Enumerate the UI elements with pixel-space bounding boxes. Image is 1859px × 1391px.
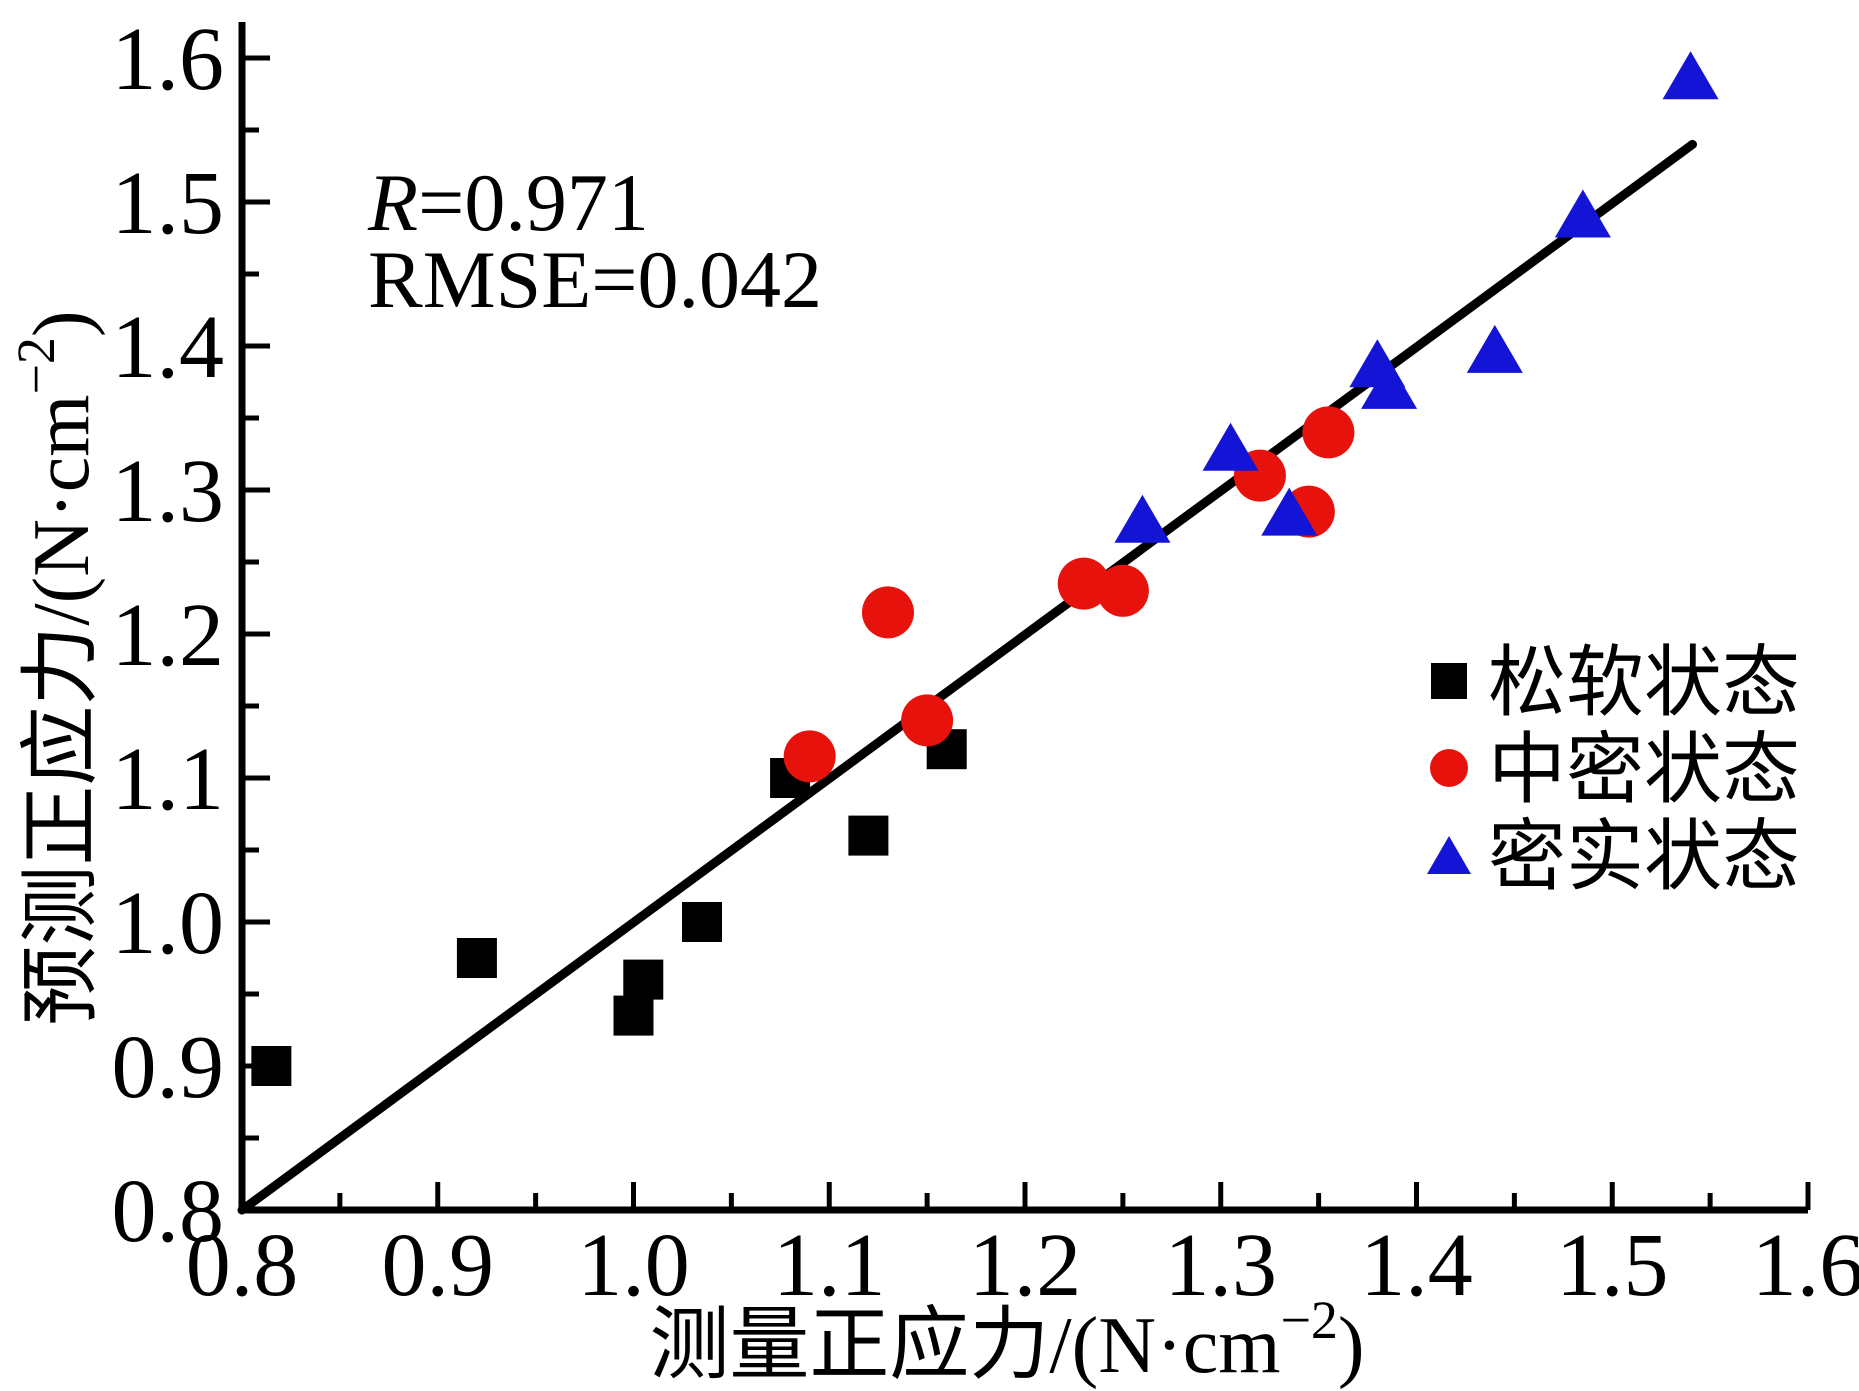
data-point-triangle: [1114, 494, 1171, 543]
legend-label: 中密状态: [1488, 726, 1800, 813]
x-tick-label: 0.8: [186, 1216, 299, 1315]
y-tick-label: 0.9: [112, 1018, 225, 1117]
data-point-circle: [901, 694, 954, 747]
data-point-triangle: [1202, 422, 1259, 471]
legend-item: 松软状态: [1431, 639, 1800, 726]
data-point-triangle: [1261, 487, 1318, 536]
y-tick-label: 1.1: [112, 730, 225, 829]
data-point-circle: [1096, 564, 1149, 617]
data-point-square: [682, 902, 723, 942]
data-point-triangle: [1662, 51, 1719, 100]
data-point-circle: [1057, 557, 1110, 610]
r-value-text: R=0.971: [367, 157, 649, 248]
y-tick-label: 1.0: [112, 874, 225, 973]
y-axis-title-superscript: −2: [6, 337, 66, 394]
data-series-circle: [783, 406, 1355, 783]
data-point-square: [613, 995, 654, 1036]
data-point-triangle: [1361, 360, 1418, 409]
r-number: =0.971: [418, 157, 649, 248]
x-axis-title-close-paren: ): [1338, 1302, 1365, 1390]
x-tick-label: 1.5: [1556, 1216, 1669, 1315]
y-tick-label: 1.5: [112, 154, 225, 253]
legend-marker-square: [1431, 663, 1467, 699]
data-series-square: [251, 729, 967, 1086]
x-axis-title: 测量正应力/(N·cm−2): [649, 1290, 1364, 1390]
data-point-square: [251, 1046, 292, 1086]
data-point-square: [456, 938, 497, 978]
x-tick-label: 1.2: [969, 1216, 1082, 1315]
data-point-square: [848, 815, 889, 856]
data-point-circle: [861, 586, 914, 639]
y-axis-title-close-paren: ): [18, 310, 106, 337]
x-tick-label: 1.3: [1165, 1216, 1278, 1315]
data-point-circle: [783, 730, 836, 783]
data-series-triangle: [1114, 51, 1719, 543]
rmse-value-text: RMSE=0.042: [368, 234, 822, 325]
reference-line: [237, 139, 1698, 1215]
legend-label: 松软状态: [1488, 639, 1800, 726]
y-tick-label: 1.6: [112, 10, 225, 109]
data-point-triangle: [1554, 189, 1611, 238]
legend-item: 中密状态: [1430, 726, 1800, 813]
legend-item: 密实状态: [1427, 813, 1800, 900]
x-tick-label: 1.6: [1752, 1216, 1859, 1315]
y-tick-label: 1.2: [112, 586, 225, 685]
axes: [238, 22, 1811, 1214]
y-tick-label: 0.8: [112, 1162, 225, 1261]
data-point-circle: [1302, 406, 1355, 459]
x-tick-label: 1.1: [773, 1216, 886, 1315]
x-axis-title-superscript: −2: [1280, 1290, 1337, 1350]
legend-marker-circle: [1430, 749, 1468, 787]
y-axis-title: 预测正应力/(N·cm−2): [6, 310, 106, 1025]
legend-label: 密实状态: [1488, 813, 1800, 900]
data-point-triangle: [1466, 324, 1523, 373]
legend-marker-triangle: [1427, 836, 1471, 874]
data-point-square: [623, 959, 664, 1000]
y-tick-label: 1.3: [112, 442, 225, 541]
tick-labels: 0.8 0.9 1.0 1.1 1.2 1.3 1.4 1.5 1.6 0.8 0.9 1.0 1.1 1…: [112, 10, 1859, 1315]
x-tick-label: 0.9: [382, 1216, 495, 1315]
x-tick-label: 1.0: [577, 1216, 690, 1315]
axis-titles: 测量正应力/(N·cm−2)预测正应力/(N·cm−2): [6, 310, 1365, 1390]
y-axis-title-text: 预测正应力/(N·cm: [18, 395, 106, 1026]
r-symbol: R: [367, 157, 418, 248]
x-tick-label: 1.4: [1360, 1216, 1473, 1315]
x-axis-title-text: 测量正应力/(N·cm: [649, 1302, 1280, 1390]
y-tick-label: 1.4: [112, 298, 225, 397]
